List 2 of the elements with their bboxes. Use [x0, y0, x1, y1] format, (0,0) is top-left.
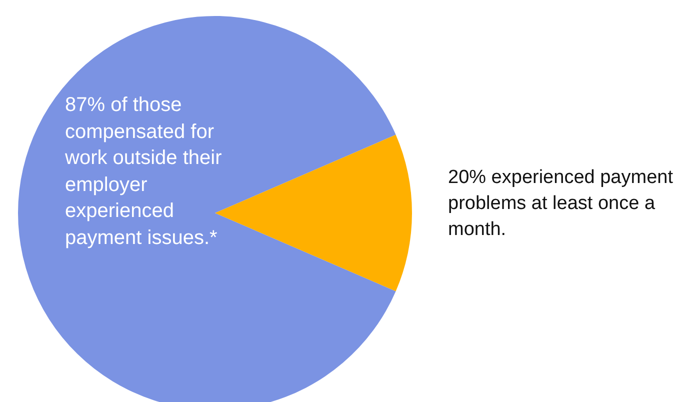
- text: 87% of those compensated for work outside their employer experienced payment issues.*: [65, 93, 223, 250]
- text: 20% experienced payment problems at least once a month.: [448, 166, 674, 242]
